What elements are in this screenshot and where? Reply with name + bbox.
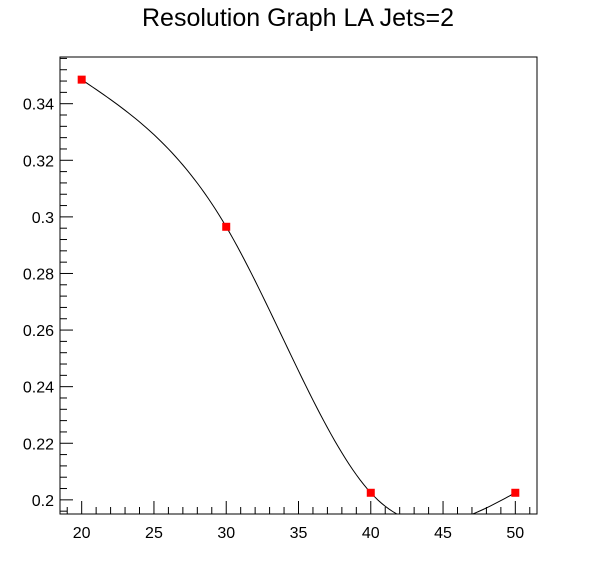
data-point	[222, 222, 231, 231]
y-tick-label: 0.28	[23, 266, 54, 283]
y-tick-label: 0.22	[23, 436, 54, 453]
chart-title: Resolution Graph LA Jets=2	[142, 4, 454, 32]
x-tick-label: 35	[290, 525, 308, 542]
x-tick-label: 40	[362, 525, 380, 542]
y-tick-label: 0.34	[23, 97, 54, 114]
data-point	[366, 488, 375, 497]
x-tick-label: 30	[217, 525, 235, 542]
y-tick-label: 0.2	[32, 493, 54, 510]
x-axis: 20 25 30 35 40 45 50	[66, 501, 531, 542]
plot-frame	[59, 56, 538, 515]
data-point	[77, 75, 86, 84]
data-markers	[77, 75, 520, 497]
x-tick-label: 25	[145, 525, 163, 542]
fit-curve	[81, 79, 516, 514]
x-tick-label: 50	[506, 525, 524, 542]
data-point	[511, 488, 520, 497]
y-tick-label: 0.3	[32, 210, 54, 227]
x-tick-label: 20	[73, 525, 91, 542]
y-tick-label: 0.26	[23, 323, 54, 340]
y-tick-label: 0.32	[23, 153, 54, 170]
x-tick-label: 45	[434, 525, 452, 542]
y-tick-label: 0.24	[23, 380, 54, 397]
y-axis: 0.2 0.22 0.24 0.26 0.28 0.3 0.32 0.34	[23, 57, 73, 512]
